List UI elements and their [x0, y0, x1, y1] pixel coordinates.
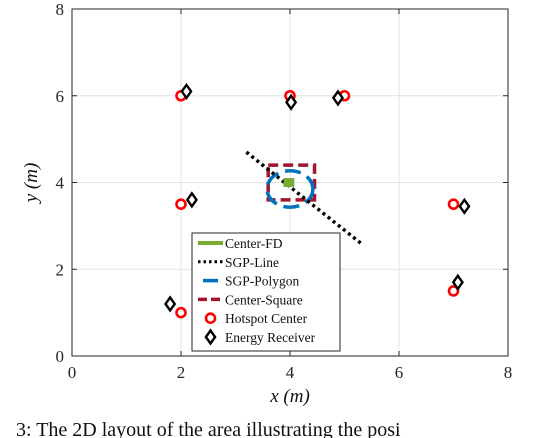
y-tick-label: 6: [56, 87, 65, 106]
energy-receiver-marker: [180, 82, 193, 100]
y-tick-label: 8: [56, 0, 65, 19]
x-tick-label: 2: [177, 363, 186, 382]
legend-label: Center-Square: [225, 292, 303, 307]
legend-swatch-hotspot-center: [204, 312, 217, 325]
legend-entry: Hotspot Center: [204, 311, 308, 326]
energy-receiver-marker: [458, 197, 471, 215]
legend-label: Center-FD: [225, 236, 283, 251]
energy-receiver-marker: [185, 191, 198, 209]
legend: Center-FD SGP-Line SGP-Polygon Center-Squar…: [191, 232, 341, 352]
legend-label: Hotspot Center: [225, 311, 308, 326]
hotspot-center-marker: [175, 306, 187, 319]
legend-entry: Center-Square: [198, 292, 303, 307]
axis-ticks: 0 2 4 6 8 0 2 4 6 8: [56, 0, 513, 382]
legend-swatch-energy-receiver: [204, 328, 217, 346]
y-tick-label: 0: [56, 347, 65, 366]
x-tick-label: 4: [286, 363, 295, 382]
figure-caption: 3: The 2D layout of the area illustratin…: [16, 419, 401, 438]
y-axis-label: y (m): [21, 163, 42, 205]
legend-entry: SGP-Polygon: [203, 274, 300, 289]
legend-box: [191, 232, 341, 352]
hotspot-center-marker: [447, 285, 460, 297]
energy-receiver-marker: [285, 93, 298, 111]
x-tick-label: 0: [68, 363, 77, 382]
y-tick-label: 4: [56, 174, 65, 193]
x-axis-label: x (m): [269, 386, 310, 407]
x-tick-label: 8: [504, 363, 513, 382]
y-tick-label: 2: [56, 260, 65, 279]
series-sgp-polygon: [265, 169, 315, 209]
legend-label: Energy Receiver: [225, 330, 316, 345]
series-center-fd: [283, 178, 295, 187]
legend-entry: Center-FD: [198, 236, 283, 251]
series-sgp-line: [245, 150, 362, 245]
legend-entry: SGP-Line: [198, 255, 279, 270]
hotspot-center-marker: [175, 198, 187, 210]
legend-entry: Energy Receiver: [204, 328, 316, 346]
energy-receiver-marker: [331, 89, 345, 107]
legend-label: SGP-Polygon: [225, 274, 300, 289]
energy-receiver-marker: [164, 295, 177, 313]
legend-label: SGP-Line: [225, 255, 279, 270]
series-layer: [164, 82, 471, 319]
x-tick-label: 6: [395, 363, 404, 382]
energy-receiver-marker: [451, 273, 464, 291]
hotspot-center-marker: [447, 198, 460, 210]
